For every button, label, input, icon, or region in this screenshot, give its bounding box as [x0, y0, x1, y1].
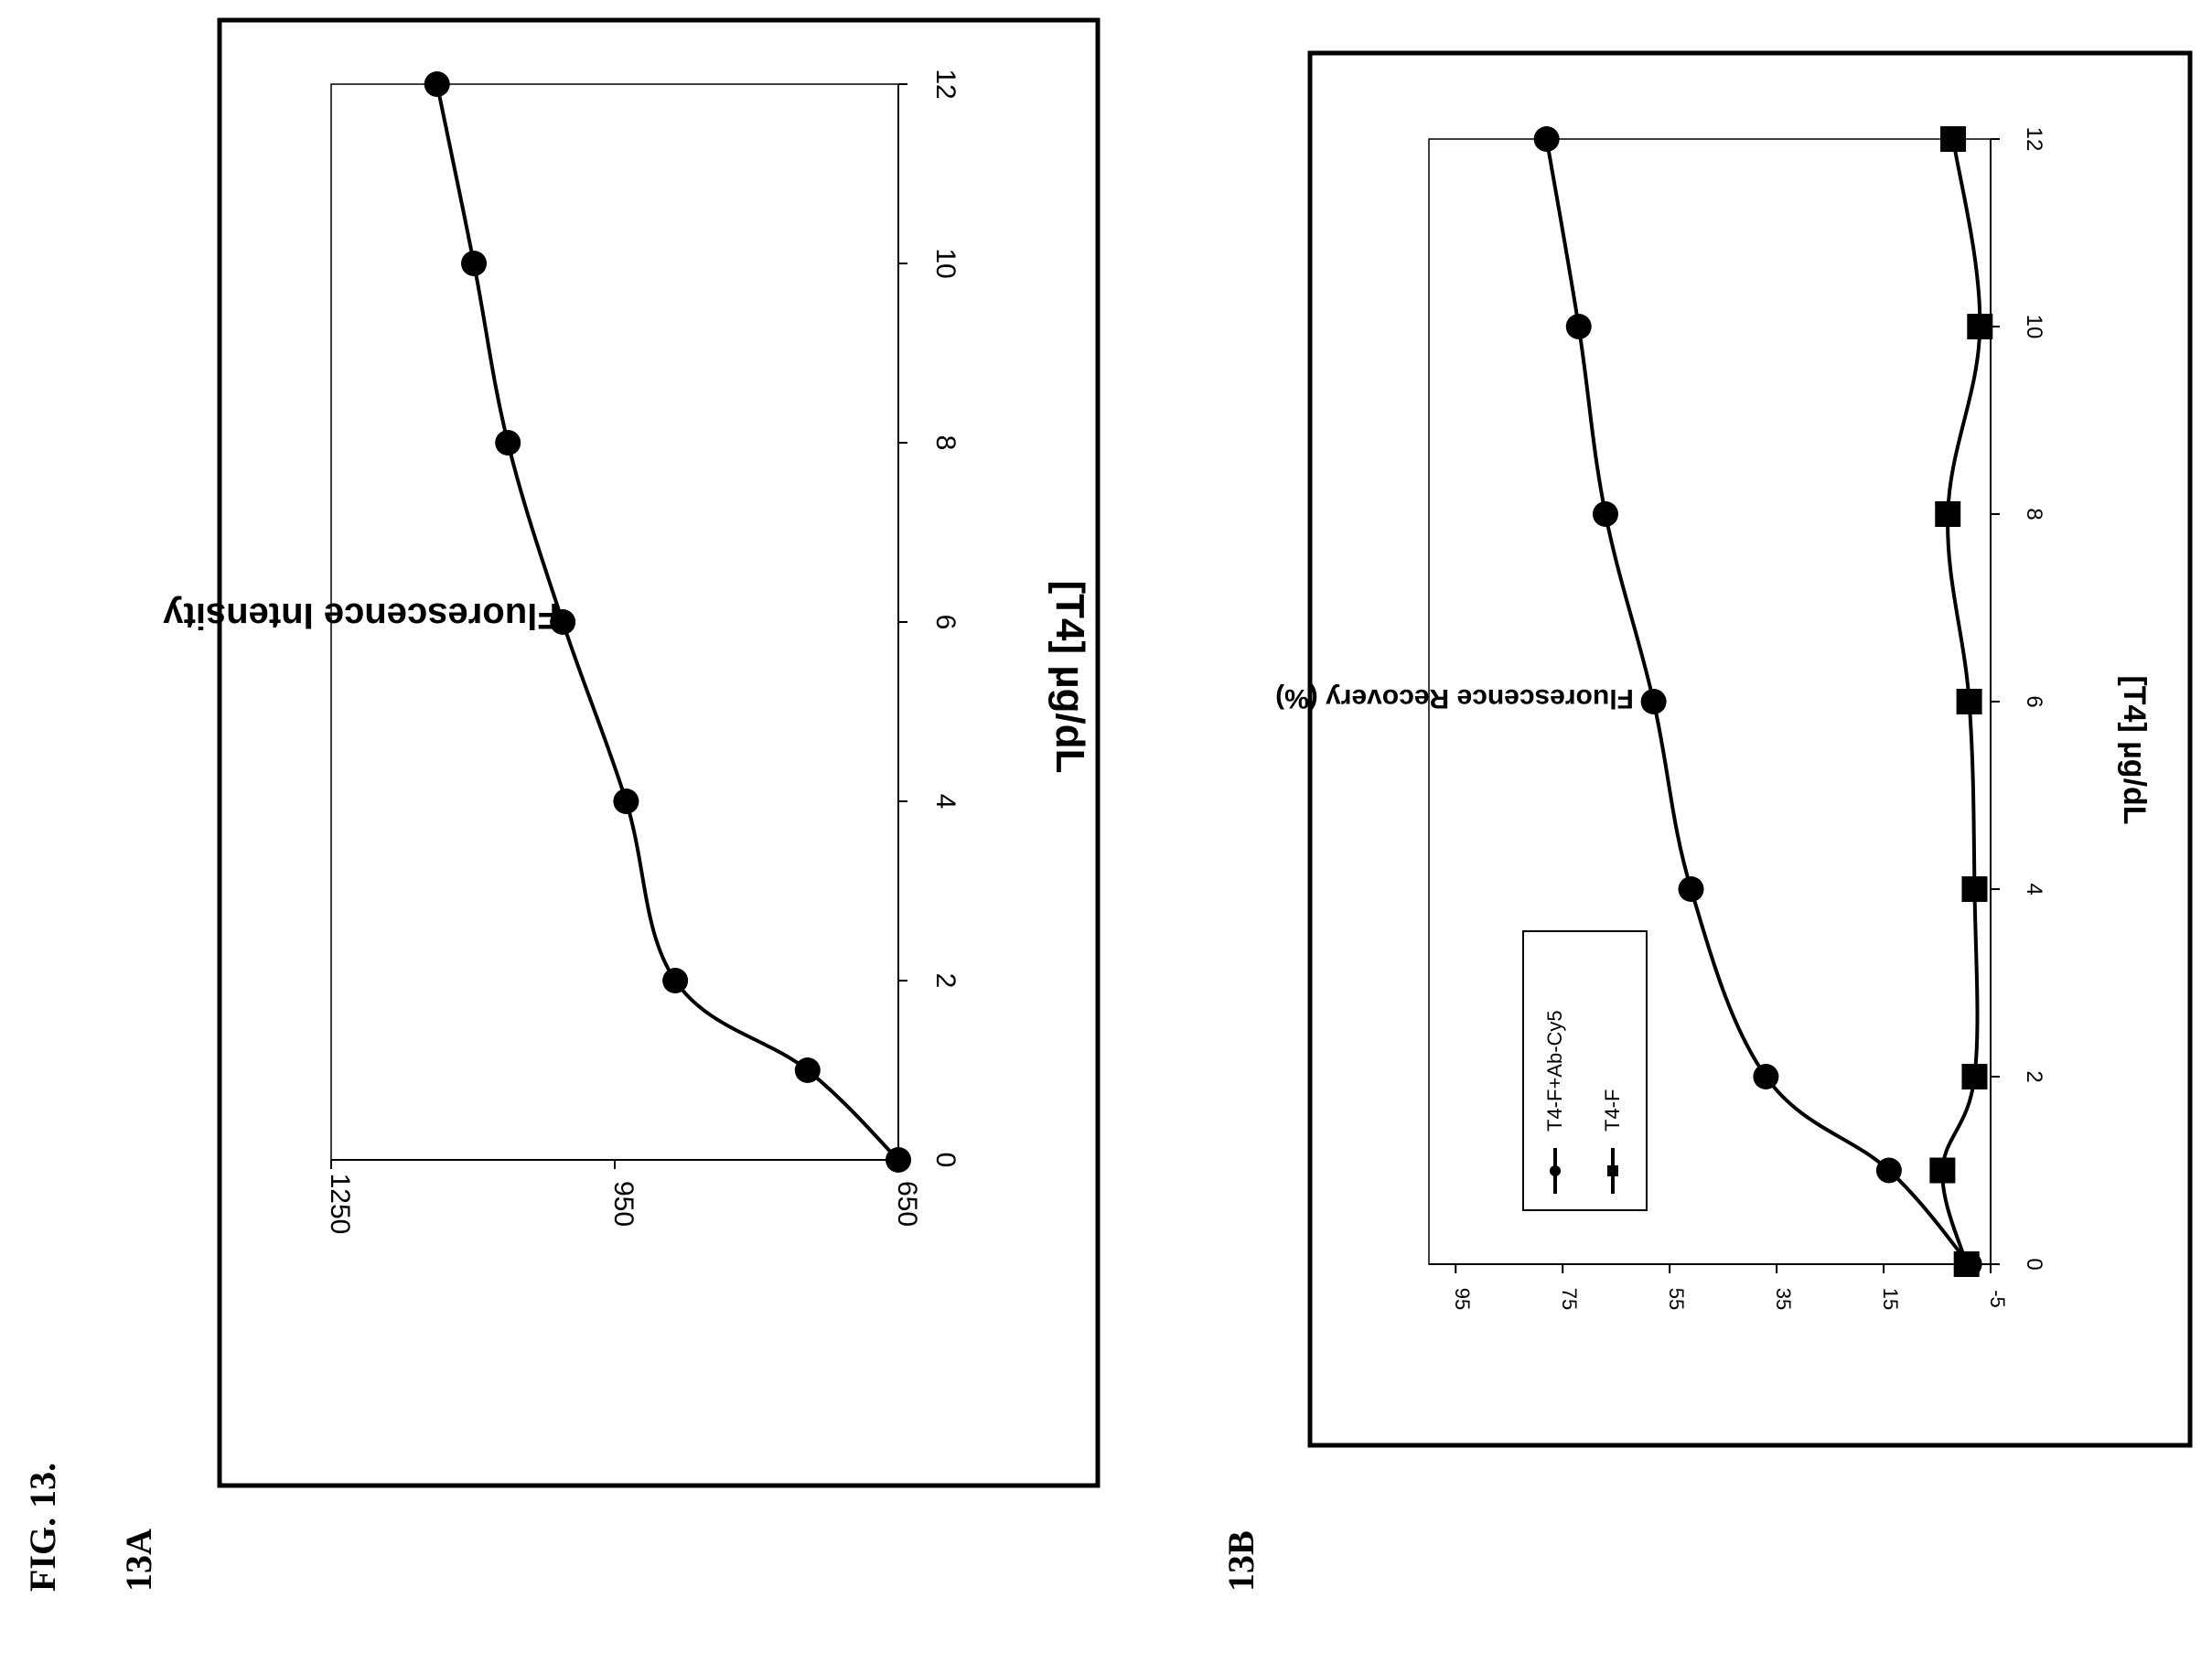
chart-13b-series-0-point: [1640, 689, 1667, 714]
chart-13a-x-tick-label: 10: [930, 248, 961, 278]
chart-13b-x-tick-label: 8: [2022, 508, 2046, 520]
chart-13b-series-1-point: [1956, 689, 1982, 714]
chart-13b-series-0-point: [1753, 1064, 1779, 1089]
chart-13a-series-0-point: [794, 1057, 821, 1083]
chart-13b-y-tick-label: 95: [1451, 1288, 1474, 1310]
chart-13b-series-0-point: [1592, 501, 1618, 527]
chart-13a-x-tick-label: 6: [930, 615, 961, 630]
legend-label-t4-f: T4-F: [1601, 1089, 1624, 1132]
chart-13b-x-tick-label: 6: [2022, 695, 2046, 707]
chart-13b-series-1-point: [1929, 1157, 1956, 1184]
chart-13b-y-tick-label: 35: [1772, 1288, 1795, 1310]
chart-13b-x-tick-label: 12: [2022, 127, 2046, 152]
chart-13b: 0 2 4 6 8 10 12 -5 15 35 55 75 95 [T4] µg/dL Fluores…: [1275, 50, 2193, 1448]
chart-13a: 0 2 4 6 8 10 12 650 950 1250 [T4] µg/dL Fluoresce…: [163, 17, 1101, 1488]
chart-13b-series-0-point: [1678, 876, 1704, 902]
chart-13b-x-tick-label: 4: [2022, 883, 2046, 895]
chart-13a-x-axis-label: [T4] µg/dL: [1047, 580, 1092, 773]
chart-13a-x-tick-label: 4: [930, 794, 961, 810]
chart-13b-x-axis-label: [T4] µg/dL: [2117, 675, 2152, 824]
panel-a-label: 13A: [118, 1529, 159, 1592]
chart-13a-series-0-point: [550, 609, 576, 635]
chart-13b-series-0-point: [1565, 314, 1592, 339]
chart-13a-x-tick-label: 0: [930, 1153, 961, 1168]
chart-13b-series-1-point: [1961, 1064, 1988, 1089]
chart-13b-series-0-point: [1533, 126, 1560, 152]
chart-13a-series-0-line: [435, 83, 900, 1162]
chart-13a-x-tick-label: 12: [930, 69, 961, 99]
legend-label-t4-f-ab-cy5: T4-F+Ab-Cy5: [1543, 1010, 1566, 1132]
chart-13b-series-1-point: [1935, 501, 1961, 527]
chart-13b-series-1-point: [1967, 314, 1993, 339]
chart-13a-series-0-point: [613, 789, 639, 814]
chart-13b-series: [1533, 126, 1993, 1277]
panel-b-label: 13B: [1220, 1530, 1262, 1592]
chart-13b-series-1-point: [1940, 126, 1967, 152]
chart-13a-ticks: 0 2 4 6 8 10 12 650 950 1250: [325, 69, 961, 1234]
chart-13b-y-tick-label: 75: [1558, 1288, 1581, 1310]
chart-13b-x-tick-label: 2: [2022, 1070, 2046, 1082]
chart-13b-x-tick-label: 0: [2022, 1258, 2046, 1270]
chart-13b-ticks: 0 2 4 6 8 10 12 -5 15 35 55 75 95: [1451, 127, 2046, 1311]
chart-13b-legend-box: [1522, 930, 1648, 1211]
chart-13b-series-0-line: [1544, 138, 1971, 1266]
chart-13a-series-0-point: [424, 71, 450, 97]
legend-entry-t4-f: T4-F: [1601, 1089, 1624, 1194]
chart-13b-legend: T4-F+Ab-Cy5 T4-F: [1522, 930, 1648, 1211]
chart-13a-y-tick-label: 950: [608, 1181, 639, 1227]
chart-13a-series-0-point: [886, 1147, 911, 1173]
chart-13b-y-tick-label: -5: [1986, 1290, 2009, 1308]
chart-13a-frame: [217, 17, 1101, 1488]
chart-13a-x-tick-label: 8: [930, 435, 961, 451]
chart-13b-series-1-point: [1961, 876, 1988, 902]
chart-13b-x-tick-label: 10: [2022, 315, 2046, 339]
chart-13b-series-0-point: [1875, 1157, 1902, 1184]
legend-marker-square: [1607, 1165, 1618, 1176]
figure-label: FIG. 13.: [22, 1463, 63, 1592]
legend-marker-circle: [1550, 1165, 1561, 1176]
chart-13b-y-axis-label: Fluorescence Recovery (%): [1275, 683, 1634, 713]
chart-13a-series-0-point: [495, 430, 521, 456]
legend-entry-t4-f-ab-cy5: T4-F+Ab-Cy5: [1543, 1010, 1566, 1194]
chart-13a-series: [424, 71, 911, 1173]
chart-13a-y-tick-label: 650: [892, 1181, 922, 1227]
chart-13b-frame: [1307, 50, 2193, 1448]
chart-13b-series-1-point: [1953, 1251, 1980, 1277]
chart-13b-y-tick-label: 15: [1879, 1288, 1902, 1310]
chart-13a-series-0-point: [461, 251, 488, 276]
chart-13b-y-tick-label: 55: [1665, 1288, 1688, 1310]
chart-13a-y-axis-label: Fluorescence Intensity: [163, 595, 560, 636]
chart-13a-y-tick-label: 1250: [325, 1174, 355, 1235]
chart-13a-x-tick-label: 2: [930, 973, 961, 989]
chart-13a-series-0-point: [662, 968, 689, 993]
